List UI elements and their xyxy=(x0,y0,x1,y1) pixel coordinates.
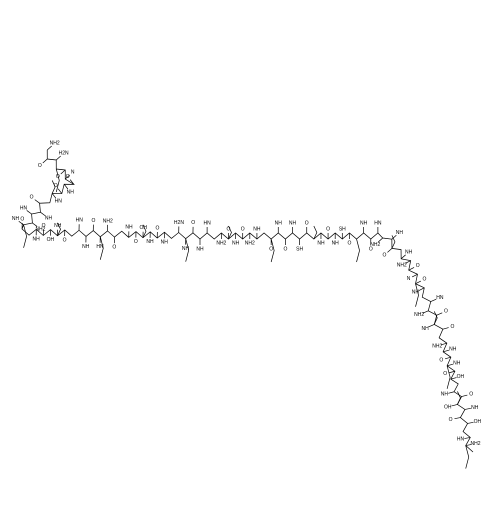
atom-label: OH xyxy=(444,404,452,410)
atom-label: NH2 xyxy=(432,343,442,349)
atom-label: NH xyxy=(405,249,413,255)
atom-label: NH2 xyxy=(245,240,255,246)
atom-label: NH2 xyxy=(471,441,481,447)
atom-label: NH xyxy=(275,220,283,226)
atom-label: HN xyxy=(203,220,211,226)
atom-label: O xyxy=(449,417,453,423)
atom-label: O xyxy=(20,216,24,222)
atom-label: NH xyxy=(54,223,62,229)
atom-label: NH2 xyxy=(397,262,407,268)
atom-label: O xyxy=(423,277,427,283)
atom-label: O xyxy=(42,223,46,229)
atom-label: N xyxy=(407,276,411,282)
atom-label: NH xyxy=(449,346,457,352)
atom-label: O xyxy=(383,252,387,258)
atom-label: HN xyxy=(374,220,382,226)
atom-label: NH xyxy=(396,230,404,236)
atom-label: NH xyxy=(453,360,461,366)
atom-label: O xyxy=(443,371,447,377)
atom-label: O xyxy=(92,218,96,224)
atom-label: NH xyxy=(332,240,340,246)
atom-label: NH xyxy=(360,220,368,226)
atom-label: SH xyxy=(339,226,346,232)
atom-label: NH xyxy=(471,405,479,411)
atom-label: O xyxy=(38,163,42,169)
atom-label: O xyxy=(191,220,195,226)
atom-label: NH xyxy=(67,189,75,195)
atom-label: NH xyxy=(32,237,40,243)
atom-label: HN xyxy=(436,295,444,301)
atom-label: HN xyxy=(55,199,63,205)
atom-label: NH xyxy=(441,392,449,398)
atom-label: NH xyxy=(125,225,133,231)
atom-label: OH xyxy=(457,374,465,380)
atom-label: O xyxy=(241,226,245,232)
atom-label: O xyxy=(63,237,67,243)
atom-label: SH xyxy=(296,246,303,252)
atom-label: NH2 xyxy=(50,141,60,147)
atom-label: OH xyxy=(139,225,147,231)
atom-label: O xyxy=(416,263,420,269)
atom-label: NH xyxy=(182,246,190,252)
atom-label: NH2 xyxy=(216,240,226,246)
atom-label: O xyxy=(54,183,58,189)
atom-label: NH2 xyxy=(103,218,113,224)
atom-label: NH xyxy=(317,240,325,246)
atom-label: O xyxy=(112,244,116,250)
atom-label: NH2 xyxy=(370,242,380,248)
atom-label: O xyxy=(305,220,309,226)
atom-label: O xyxy=(347,240,351,246)
atom-label: O xyxy=(66,174,70,180)
atom-label: O xyxy=(283,246,287,252)
atom-label: O xyxy=(439,357,443,363)
atom-label: NH2 xyxy=(414,312,424,318)
atom-label: O xyxy=(326,226,330,232)
atom-label: OH xyxy=(47,237,55,243)
atom-label: H2N xyxy=(59,151,69,157)
atom-label: NH xyxy=(45,215,53,221)
atom-label: HN xyxy=(457,437,465,443)
atom-label: O xyxy=(469,391,473,397)
atom-label: O xyxy=(227,226,231,232)
atom-label: O xyxy=(444,308,448,314)
atom-label: NH xyxy=(196,246,204,252)
atom-label: NH xyxy=(146,239,154,245)
atom-label: NH xyxy=(253,226,261,232)
atom-label: N xyxy=(71,170,75,176)
atom-label: OH xyxy=(474,419,482,425)
atom-label: H2N xyxy=(174,220,184,226)
atom-label: NH xyxy=(161,240,169,246)
atom-label: O xyxy=(451,324,455,330)
atom-label: O xyxy=(30,195,34,201)
atom-label: HN xyxy=(76,218,84,224)
atom-label: O xyxy=(134,239,138,245)
atom-label: HN xyxy=(96,244,104,250)
atom-label: NH xyxy=(412,290,420,296)
atom-label: O xyxy=(269,246,273,252)
atom-label: NH xyxy=(421,326,429,332)
atom-label: NH xyxy=(82,244,90,250)
atom-label: NH xyxy=(12,216,20,222)
atom-label: HN xyxy=(20,205,28,211)
atom-label: O xyxy=(56,174,60,180)
atom-label: NH xyxy=(232,240,240,246)
atom-label: O xyxy=(155,225,159,231)
atom-label: NH xyxy=(289,220,297,226)
